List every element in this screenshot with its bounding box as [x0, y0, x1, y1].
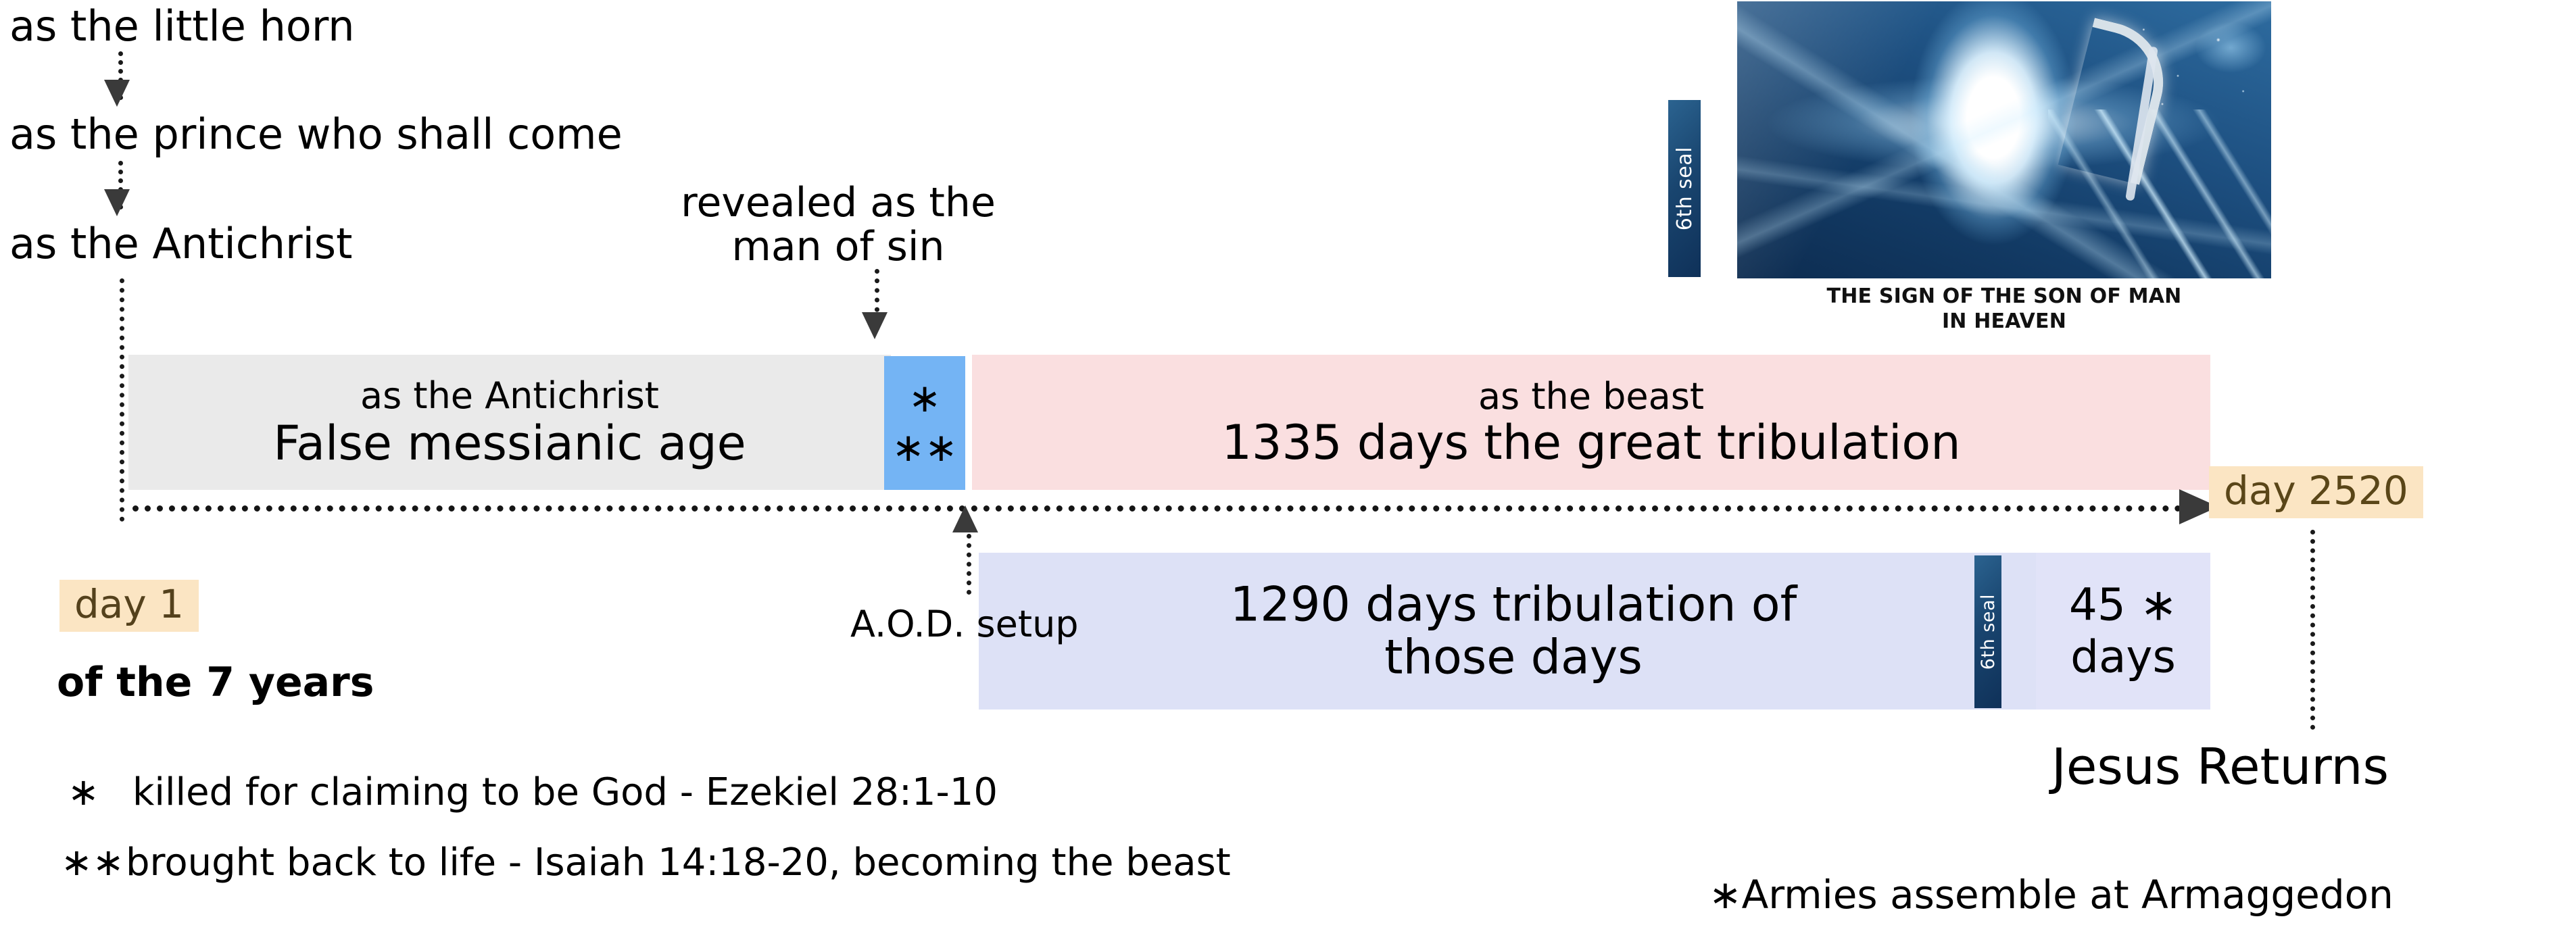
- role-label-antichrist: as the Antichrist: [9, 219, 353, 268]
- lower-bar-label-line-2: those days: [1384, 630, 1643, 685]
- timeline-dotted-axis: [132, 505, 2194, 512]
- sixth-seal-tab-bottom-label: 6th seal: [1977, 593, 1999, 670]
- timeline-end-dotted-line: [2310, 530, 2315, 730]
- mark-killed-asterisk: ∗: [908, 374, 942, 421]
- marker-day-1: day 1: [59, 580, 199, 632]
- segment-label-false-messianic-age: False messianic age: [273, 415, 746, 471]
- footnote-text-armageddon: Armies assemble at Armaggedon: [1741, 872, 2393, 918]
- segment-45-days: 45 ∗ days: [2036, 553, 2210, 710]
- annotation-revealed-as-man-of-sin: revealed as the man of sin: [656, 181, 1021, 269]
- segment-great-tribulation: as the beast 1335 days the great tribula…: [972, 355, 2210, 490]
- footnote-armageddon: ∗Armies assemble at Armaggedon: [1709, 872, 2393, 918]
- segment-sublabel-as-the-beast: as the beast: [1478, 374, 1705, 418]
- segment-label-1335-days: 1335 days the great tribulation: [1221, 414, 1961, 470]
- marker-jesus-returns: Jesus Returns: [2051, 738, 2389, 796]
- mark-revived-double-asterisk: ∗∗: [892, 424, 958, 470]
- segment-45-days-line-1: 45 ∗: [2068, 578, 2178, 631]
- footnote-revived: ∗∗brought back to life - Isaiah 14:18-20…: [61, 841, 1231, 885]
- annotation-line-2: man of sin: [731, 222, 945, 270]
- footnote-text-revived: brought back to life - Isaiah 14:18-20, …: [126, 841, 1231, 885]
- sign-of-son-of-man-image: [1737, 1, 2271, 278]
- lower-bar-label: 1290 days tribulation of those days: [1060, 578, 1967, 684]
- annotation-line-1: revealed as the: [681, 179, 996, 226]
- aod-connector-line: [967, 534, 971, 595]
- segment-death-and-revival: ∗ ∗∗: [884, 356, 965, 490]
- footnote-mark-armageddon-asterisk: ∗: [1709, 872, 1742, 918]
- marker-day-2520: day 2520: [2209, 466, 2423, 518]
- sixth-seal-tab-top: 6th seal: [1668, 100, 1701, 277]
- meteor-streaks-decoration: [2048, 109, 2271, 278]
- marker-aod-setup: A.O.D. setup: [850, 603, 1079, 645]
- role-label-little-horn: as the little horn: [9, 1, 355, 51]
- caption-line-1: THE SIGN OF THE SON OF MAN: [1826, 284, 2182, 308]
- arrow-down-icon-horn-to-prince: [104, 80, 130, 107]
- footnote-mark-double-asterisk: ∗∗: [61, 841, 124, 885]
- sign-image-caption: THE SIGN OF THE SON OF MAN IN HEAVEN: [1737, 284, 2271, 334]
- arrow-down-icon-prince-to-antichrist: [104, 189, 130, 216]
- lower-timeline-bar: 1290 days tribulation of those days 45 ∗…: [979, 553, 2210, 710]
- footnote-text-killed: killed for claiming to be God - Ezekiel …: [132, 770, 998, 814]
- footnote-killed: ∗ killed for claiming to be God - Ezekiel…: [68, 770, 998, 814]
- role-label-prince-who-shall-come: as the prince who shall come: [9, 109, 623, 159]
- segment-45-days-line-2: days: [2070, 630, 2176, 682]
- marker-day-1-sublabel: of the 7 years: [57, 659, 374, 706]
- footnote-mark-single-asterisk: ∗: [68, 770, 99, 814]
- caption-line-2: IN HEAVEN: [1941, 309, 2067, 334]
- lower-bar-label-line-1: 1290 days tribulation of: [1230, 576, 1797, 632]
- sixth-seal-tab-bottom: 6th seal: [1974, 555, 2001, 708]
- sixth-seal-tab-top-label: 6th seal: [1672, 146, 1697, 231]
- segment-false-messianic-age: as the Antichrist False messianic age: [128, 355, 891, 490]
- annotation-connector-line: [875, 269, 879, 331]
- connector-line-prince-to-antichrist: [118, 161, 123, 209]
- timeline-start-dotted-line: [120, 278, 124, 522]
- upper-timeline-bar: as the Antichrist False messianic age ∗ …: [128, 355, 2210, 490]
- segment-sublabel-as-the-antichrist: as the Antichrist: [360, 374, 659, 417]
- arrow-down-icon-man-of-sin: [862, 312, 888, 339]
- connector-line-horn-to-prince: [118, 51, 123, 100]
- arrow-up-icon-aod-setup: [952, 505, 978, 532]
